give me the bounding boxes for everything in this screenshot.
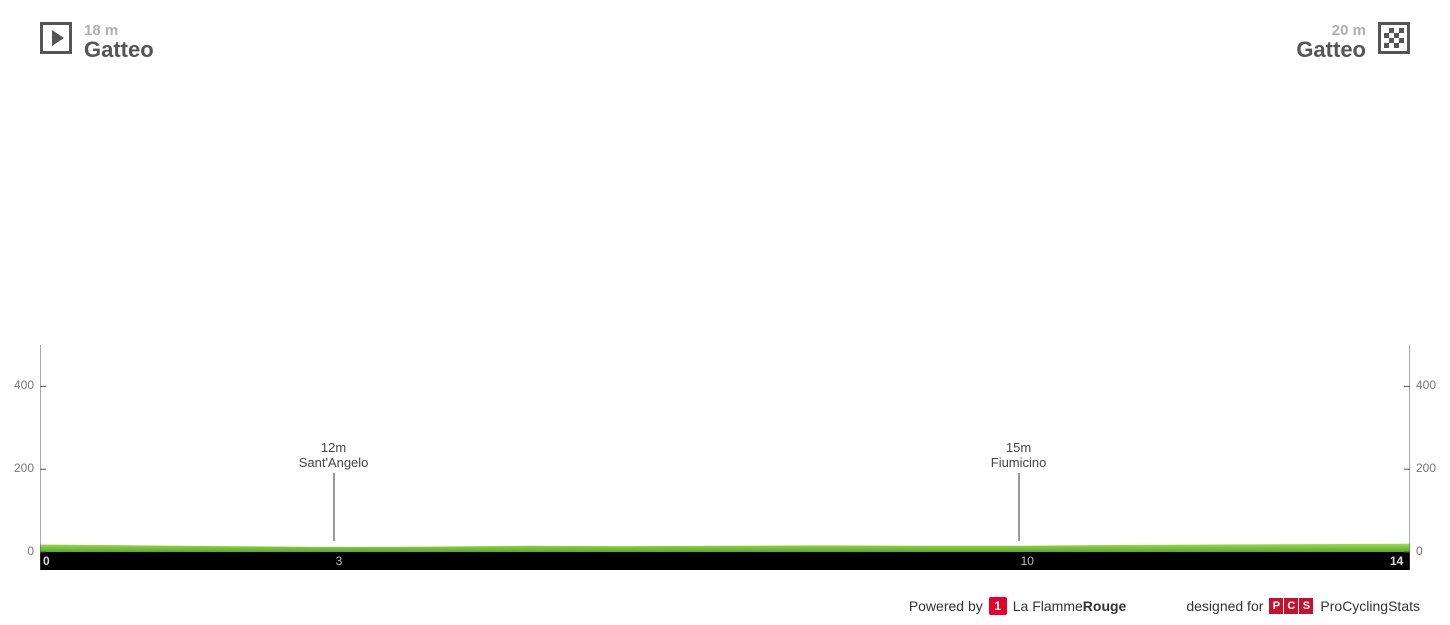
lfr-bold: Rouge bbox=[1083, 598, 1127, 614]
lfr-text: La FlammeRouge bbox=[1013, 598, 1127, 614]
pcs-badge-icon: PCS bbox=[1269, 598, 1314, 614]
waypoint-label: 15mFiumicino bbox=[991, 440, 1047, 470]
designed-for: designed for PCS ProCyclingStats bbox=[1186, 598, 1420, 614]
km-label: 0 bbox=[43, 554, 50, 568]
km-label: 10 bbox=[1021, 554, 1034, 568]
km-label: 14 bbox=[1390, 554, 1403, 568]
designed-for-label: designed for bbox=[1186, 598, 1263, 614]
y-tick-right: 200 bbox=[1416, 461, 1436, 475]
y-tick-right: 0 bbox=[1416, 544, 1423, 558]
y-tick-left: 200 bbox=[14, 461, 34, 475]
waypoint-tick bbox=[333, 473, 334, 541]
waypoint-name: Fiumicino bbox=[991, 455, 1047, 470]
elevation-chart: 0200400020040003101412mSant'Angelo15mFiu… bbox=[40, 345, 1410, 570]
header-finish: 20 m Gatteo bbox=[1296, 22, 1410, 63]
waypoint-name: Sant'Angelo bbox=[299, 455, 369, 470]
y-tick-right: 400 bbox=[1416, 378, 1436, 392]
waypoint-elev: 15m bbox=[991, 440, 1047, 455]
waypoint-label: 12mSant'Angelo bbox=[299, 440, 369, 470]
play-icon bbox=[52, 30, 64, 46]
y-tick-left: 0 bbox=[27, 544, 34, 558]
finish-icon bbox=[1378, 22, 1410, 54]
finish-name: Gatteo bbox=[1296, 37, 1366, 63]
start-icon bbox=[40, 22, 72, 54]
pcs-letter: P bbox=[1269, 598, 1283, 614]
powered-by-label: Powered by bbox=[909, 598, 983, 614]
pcs-text: ProCyclingStats bbox=[1320, 598, 1420, 614]
km-label: 3 bbox=[336, 554, 343, 568]
header-start: 18 m Gatteo bbox=[40, 22, 154, 63]
profile-svg bbox=[40, 345, 1410, 570]
pcs-letter: S bbox=[1299, 598, 1313, 614]
y-tick-left: 400 bbox=[14, 378, 34, 392]
footer-credits: Powered by 1 La FlammeRouge designed for… bbox=[909, 597, 1420, 615]
lfr-thin: La Flamme bbox=[1013, 598, 1083, 614]
lfr-badge-icon: 1 bbox=[989, 597, 1007, 615]
waypoint-elev: 12m bbox=[299, 440, 369, 455]
pcs-letter: C bbox=[1284, 598, 1298, 614]
waypoint-tick bbox=[1018, 473, 1019, 541]
checkered-icon bbox=[1384, 28, 1404, 48]
powered-by: Powered by 1 La FlammeRouge bbox=[909, 597, 1127, 615]
start-name: Gatteo bbox=[84, 37, 154, 63]
